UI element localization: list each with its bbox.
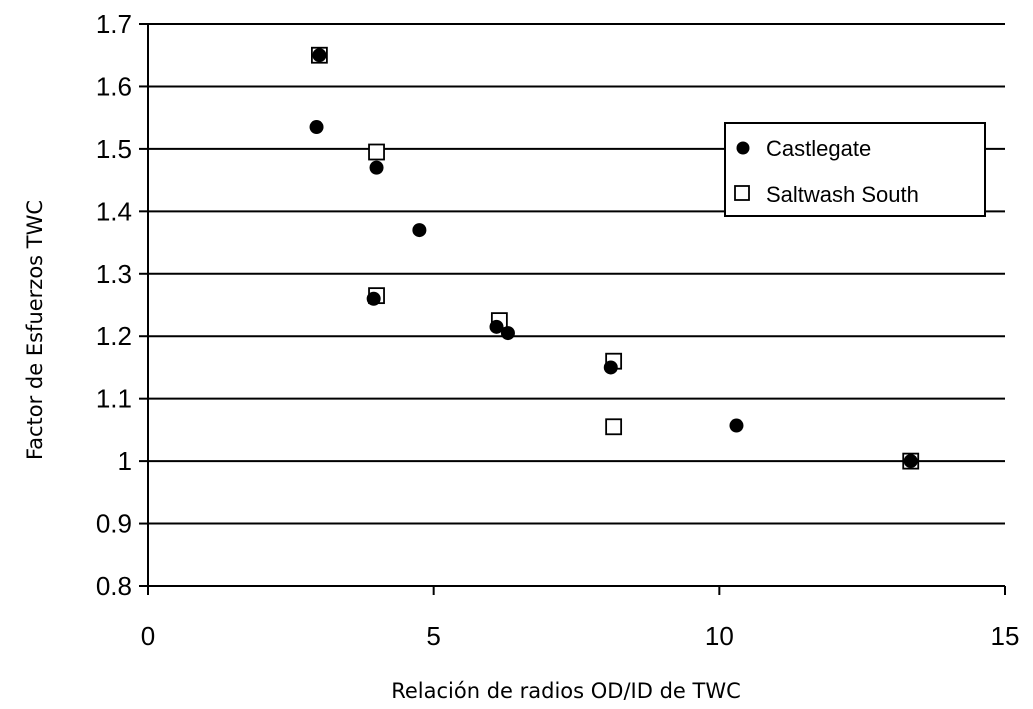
y-axis-title: Factor de Esfuerzos TWC: [23, 200, 47, 460]
castlegate-point: [903, 454, 918, 469]
y-tick-label: 1.1: [96, 384, 132, 414]
legend-box: [724, 122, 986, 217]
castlegate-point: [603, 360, 618, 375]
castlegate-point: [500, 326, 515, 341]
y-tick-label: 1.2: [96, 321, 132, 351]
data-points: [309, 46, 920, 470]
legend: Castlegate Saltwash South: [724, 122, 986, 217]
y-tick-label: 1.3: [96, 259, 132, 289]
castlegate-point: [489, 319, 504, 334]
y-axis-ticks: 0.8 0.9 1 1.1 1.2 1.3 1.4 1.5 1.6 1.7: [96, 9, 148, 601]
castlegate-point: [366, 291, 381, 306]
x-tick-label: 5: [426, 621, 440, 651]
x-tick-label: 15: [991, 621, 1020, 651]
x-axis-ticks: 0 5 10 15: [141, 586, 1020, 651]
y-tick-label: 1: [118, 446, 132, 476]
castlegate-point: [309, 120, 324, 135]
legend-saltwash-label: Saltwash South: [766, 182, 919, 207]
x-tick-label: 10: [705, 621, 734, 651]
y-tick-label: 0.8: [96, 571, 132, 601]
saltwash-south-point: [605, 418, 623, 436]
saltwash-south-point: [368, 143, 385, 161]
x-tick-label: 0: [141, 621, 155, 651]
y-tick-label: 0.9: [96, 509, 132, 539]
y-tick-label: 1.4: [96, 196, 132, 226]
axes: [147, 24, 1005, 587]
y-tick-label: 1.5: [96, 134, 132, 164]
castlegate-point: [412, 223, 427, 238]
castlegate-point: [369, 160, 384, 175]
castlegate-point: [729, 418, 744, 433]
castlegate-point: [312, 48, 327, 63]
x-axis-title: Relación de radios OD/ID de TWC: [391, 679, 741, 703]
legend-saltwash-marker: [734, 185, 750, 201]
legend-castlegate-marker: [736, 141, 750, 155]
legend-castlegate-label: Castlegate: [766, 136, 871, 161]
y-tick-label: 1.6: [96, 71, 132, 101]
gridlines: [148, 23, 1005, 525]
y-tick-label: 1.7: [96, 9, 132, 39]
